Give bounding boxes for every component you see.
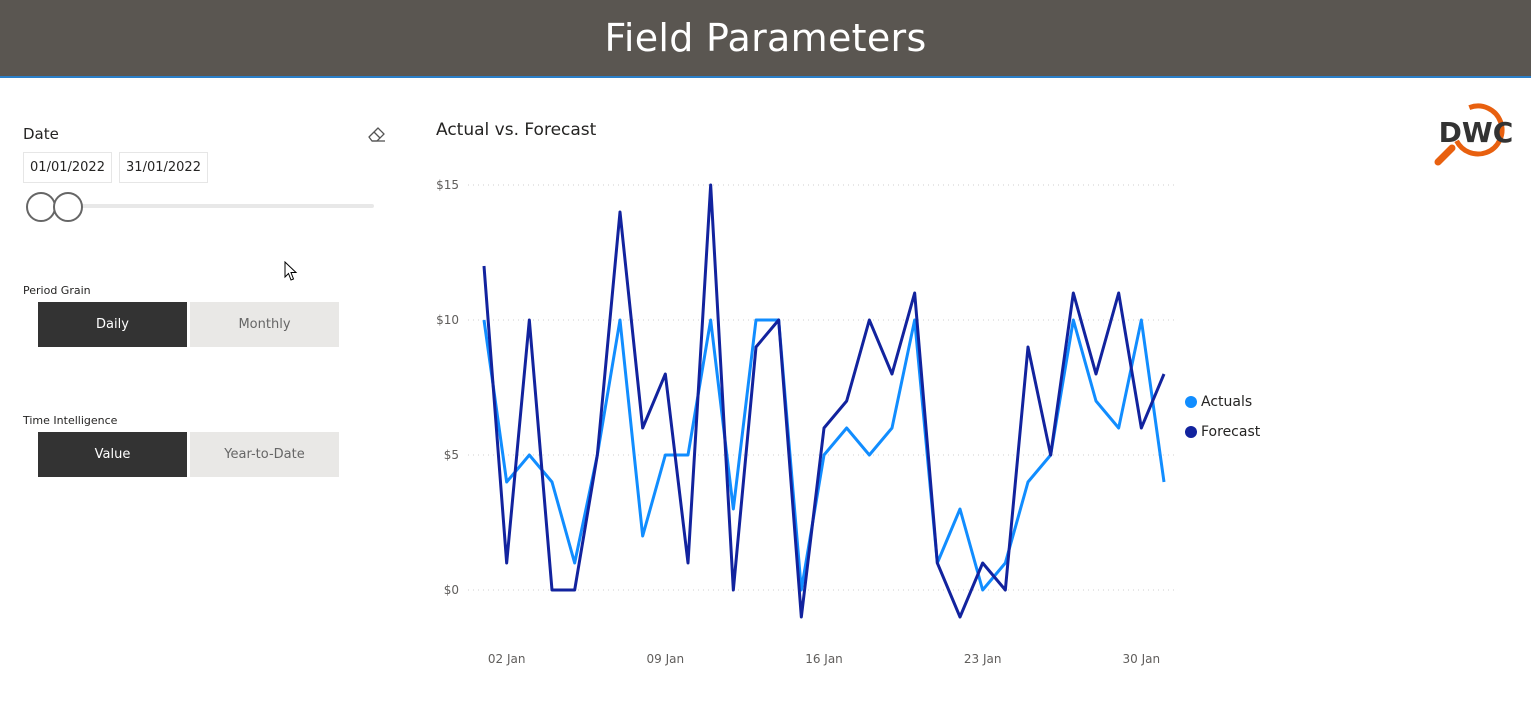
y-tick-label: $15: [436, 178, 459, 192]
eraser-icon[interactable]: [366, 124, 388, 144]
legend-label-forecast: Forecast: [1201, 424, 1261, 440]
legend-dot-forecast: [1185, 426, 1197, 438]
time-intelligence-label: Time Intelligence: [23, 414, 118, 427]
date-range-slider-track[interactable]: [40, 204, 374, 208]
page-title: Field Parameters: [604, 16, 927, 60]
y-tick-label: $0: [444, 583, 459, 597]
chart-title: Actual vs. Forecast: [436, 120, 597, 140]
period-grain-label: Period Grain: [23, 284, 91, 297]
x-tick-label: 30 Jan: [1123, 652, 1161, 666]
x-tick-label: 09 Jan: [647, 652, 685, 666]
legend-item-actuals[interactable]: Actuals: [1185, 387, 1260, 417]
y-tick-label: $10: [436, 313, 459, 327]
legend-label-actuals: Actuals: [1201, 394, 1253, 410]
year-to-date-button[interactable]: Year-to-Date: [190, 432, 339, 477]
slider-end-handle[interactable]: [52, 192, 83, 222]
mouse-cursor-icon: [284, 261, 298, 281]
end-date-input[interactable]: 31/01/2022: [119, 152, 208, 183]
start-date-input[interactable]: 01/01/2022: [23, 152, 112, 183]
monthly-button[interactable]: Monthly: [190, 302, 339, 347]
daily-button[interactable]: Daily: [38, 302, 187, 347]
legend-item-forecast[interactable]: Forecast: [1185, 417, 1260, 447]
legend-dot-actuals: [1185, 396, 1197, 408]
chart-legend: Actuals Forecast: [1185, 387, 1260, 447]
dwc-logo: DWC: [1434, 103, 1514, 166]
report-header: Field Parameters: [0, 0, 1531, 78]
logo-text: DWC: [1439, 116, 1514, 149]
x-tick-label: 02 Jan: [488, 652, 526, 666]
slider-start-handle[interactable]: [26, 192, 56, 222]
date-slicer-label: Date: [23, 125, 59, 143]
x-tick-label: 16 Jan: [805, 652, 843, 666]
series-line-forecast[interactable]: [482, 183, 1166, 619]
y-tick-label: $5: [444, 448, 459, 462]
x-tick-label: 23 Jan: [964, 652, 1002, 666]
series-line-actuals[interactable]: [482, 318, 1166, 592]
value-button[interactable]: Value: [38, 432, 187, 477]
